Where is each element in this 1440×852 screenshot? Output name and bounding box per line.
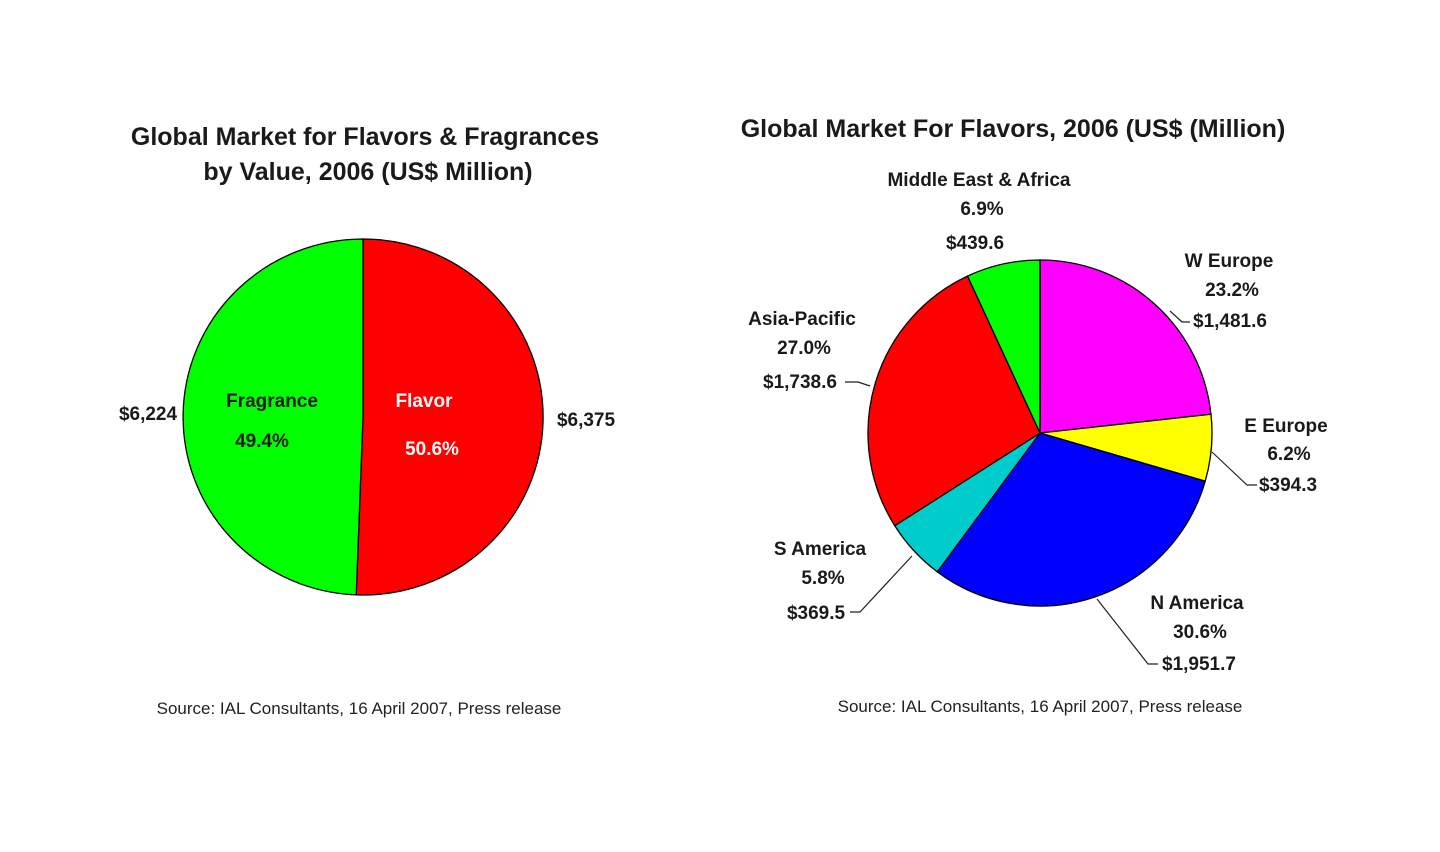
chart-1-title-line-2: by Value, 2006 (US$ Million) — [203, 158, 532, 186]
chart-1-title-line-1: Global Market for Flavors & Fragrances — [131, 123, 599, 151]
e-europe-value-label: $394.3 — [1259, 475, 1317, 496]
pie-slice-fragrance — [182, 238, 364, 596]
asia-pacific-leader-line — [845, 381, 871, 387]
w-europe-name-label: W Europe — [1185, 251, 1274, 272]
pie-slice-middle-east-and-africa — [966, 259, 1041, 434]
e-europe-percent-label: 6.2% — [1267, 444, 1310, 465]
chart-1: Global Market for Flavors & Fragrances b… — [119, 123, 616, 718]
flavor-value-label: $6,375 — [557, 410, 616, 431]
s-america-percent-label: 5.8% — [801, 568, 844, 589]
w-europe-leader-line — [1169, 310, 1190, 323]
fragrance-percent-label: 49.4% — [235, 431, 289, 452]
pie-slice-n-america — [936, 432, 1207, 607]
n-america-leader-line — [1096, 598, 1158, 665]
pie-slice-w-europe — [1039, 259, 1212, 434]
s-america-leader-line — [850, 555, 913, 613]
e-europe-leader-line — [1211, 451, 1257, 486]
fragrance-value-label: $6,224 — [119, 404, 178, 425]
fragrance-name-label: Fragrance — [226, 391, 318, 412]
flavor-percent-label: 50.6% — [405, 439, 459, 460]
chart-2-slices — [867, 259, 1213, 607]
mea-name-label: Middle East & Africa — [887, 170, 1070, 191]
s-america-name-label: S America — [774, 539, 867, 560]
flavor-name-label: Flavor — [395, 391, 453, 412]
chart-1-slices — [182, 238, 544, 596]
pie-slice-flavor — [355, 238, 544, 596]
w-europe-value-label: $1,481.6 — [1193, 311, 1267, 332]
asia-pacific-value-label: $1,738.6 — [763, 372, 837, 393]
chart-2-title: Global Market For Flavors, 2006 (US$ (Mi… — [741, 115, 1286, 143]
chart-1-source: Source: IAL Consultants, 16 April 2007, … — [157, 699, 562, 718]
n-america-value-label: $1,951.7 — [1162, 654, 1236, 675]
mea-percent-label: 6.9% — [960, 199, 1003, 220]
mea-value-label: $439.6 — [946, 233, 1004, 254]
e-europe-name-label: E Europe — [1244, 416, 1327, 437]
w-europe-percent-label: 23.2% — [1205, 280, 1259, 301]
chart-2: Global Market For Flavors, 2006 (US$ (Mi… — [741, 115, 1328, 716]
n-america-name-label: N America — [1150, 593, 1244, 614]
asia-pacific-percent-label: 27.0% — [777, 338, 831, 359]
s-america-value-label: $369.5 — [787, 603, 846, 624]
asia-pacific-name-label: Asia-Pacific — [748, 309, 856, 330]
n-america-percent-label: 30.6% — [1173, 622, 1227, 643]
chart-2-source: Source: IAL Consultants, 16 April 2007, … — [838, 697, 1243, 716]
pie-slice-asia-pacific — [867, 275, 1041, 527]
